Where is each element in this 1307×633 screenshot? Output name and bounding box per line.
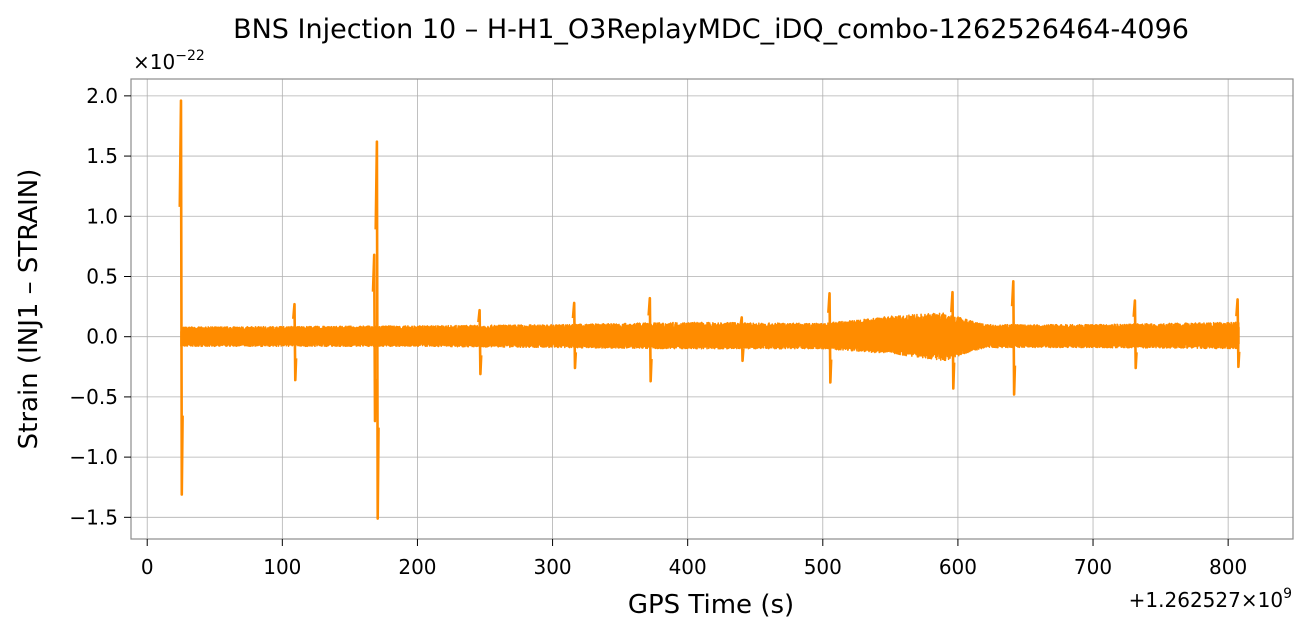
x-tick-label: 100 xyxy=(263,555,301,579)
data-series xyxy=(178,99,1241,520)
strain-glitch-spike xyxy=(477,308,483,376)
x-ticks: 0 100 200 300 400 500 600 700 800 xyxy=(141,539,1247,579)
x-tick-label: 300 xyxy=(533,555,571,579)
y-axis-label: Strain (INJ1 – STRAIN) xyxy=(14,169,44,450)
x-offset-label: +1.262527×109 xyxy=(1129,586,1292,612)
y-scale-base: ×10 xyxy=(133,50,175,74)
y-tick-label: 1.5 xyxy=(86,144,118,168)
x-tick-label: 200 xyxy=(398,555,436,579)
x-tick-label: 800 xyxy=(1209,555,1247,579)
strain-glitch-spike xyxy=(950,290,956,390)
strain-glitch-spike xyxy=(827,292,833,384)
plot-frame xyxy=(130,78,1294,540)
strain-glitch-spike xyxy=(178,99,184,496)
x-tick-label: 400 xyxy=(669,555,707,579)
y-tick-label: 0.5 xyxy=(86,264,118,288)
x-offset-exponent: 9 xyxy=(1283,586,1292,602)
y-tick-label: −1.5 xyxy=(69,505,118,529)
x-offset-base: +1.262527×10 xyxy=(1129,588,1283,612)
strain-glitch-spike xyxy=(647,296,653,383)
svg-text:×10−22: ×10−22 xyxy=(133,48,205,74)
y-tick-label: −0.5 xyxy=(69,385,118,409)
strain-glitch-spike xyxy=(1010,280,1017,396)
x-tick-label: 500 xyxy=(804,555,842,579)
y-tick-label: 0.0 xyxy=(86,325,118,349)
strain-glitch-spike xyxy=(1235,298,1241,369)
y-tick-label: 1.0 xyxy=(86,204,118,228)
strain-glitch-spike xyxy=(291,302,298,382)
y-tick-label: −1.0 xyxy=(69,445,118,469)
y-scale-label: ×10−22 xyxy=(133,48,205,74)
strain-glitch-spike xyxy=(739,316,745,363)
x-axis-label: GPS Time (s) xyxy=(628,590,794,620)
x-tick-label: 600 xyxy=(939,555,977,579)
svg-text:+1.262527×109: +1.262527×109 xyxy=(1129,586,1292,612)
x-tick-label: 0 xyxy=(141,555,154,579)
y-tick-label: 2.0 xyxy=(86,84,118,108)
strain-glitch-spike xyxy=(374,140,380,520)
strain-noise-trace xyxy=(180,312,1240,362)
x-tick-label: 700 xyxy=(1074,555,1112,579)
grid xyxy=(131,79,1293,539)
y-ticks: 2.0 1.5 1.0 0.5 0.0 −0.5 −1.0 −1.5 xyxy=(69,84,131,529)
strain-glitch-spike xyxy=(571,301,578,370)
strain-glitch-spike xyxy=(1132,299,1138,370)
y-scale-exponent: −22 xyxy=(175,48,205,64)
chart-title: BNS Injection 10 – H-H1_O3ReplayMDC_iDQ_… xyxy=(233,14,1189,45)
strain-glitch-spike xyxy=(371,253,378,423)
